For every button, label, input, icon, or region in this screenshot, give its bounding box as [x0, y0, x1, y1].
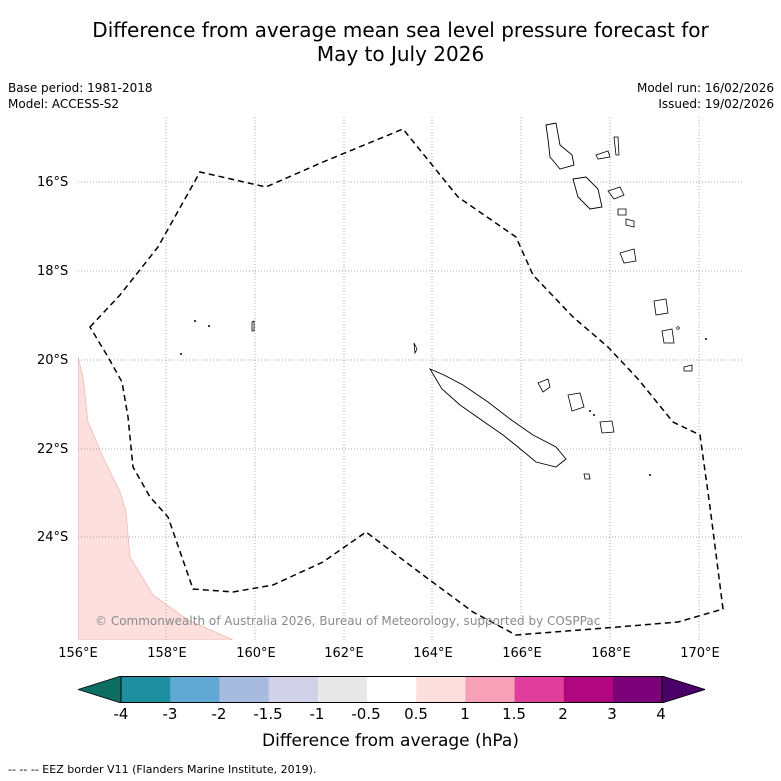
cbar-tick-1: -3 — [162, 705, 178, 723]
map-panel — [78, 117, 743, 640]
cbar-tick-0: -4 — [113, 705, 129, 723]
colorbar-segment-11 — [613, 676, 663, 703]
tanna-island — [661, 328, 675, 344]
chesterfield-islet-2 — [208, 325, 210, 327]
tiny-island-1 — [589, 410, 591, 412]
model-name: Model: ACCESS-S2 — [8, 97, 120, 111]
cbar-tick-11: 4 — [656, 705, 666, 723]
colorbar-label-text: Difference from average (hPa) — [262, 731, 519, 751]
copyright-notice: © Commonwealth of Australia 2026, Bureau… — [95, 614, 601, 628]
eez-footnote: -- -- -- EEZ border V11 (Flanders Marine… — [8, 763, 317, 776]
lon-label-170e: 170°E — [680, 646, 720, 661]
meta-left: Base period: 1981-2018 Model: ACCESS-S2 — [8, 80, 153, 112]
colorbar-extend-high — [661, 676, 705, 703]
erromango-island — [653, 298, 669, 316]
chart-title: Difference from average mean sea level p… — [20, 18, 781, 66]
lon-label-166e: 166°E — [502, 646, 542, 661]
colorbar-segment-6 — [367, 676, 417, 703]
colorbar-segment-3 — [219, 676, 270, 703]
mare-island — [599, 420, 615, 434]
lon-label-162e: 162°E — [324, 646, 364, 661]
cbar-tick-3: -1.5 — [253, 705, 283, 723]
colorbar-segment-8 — [465, 676, 516, 703]
colorbar — [78, 676, 705, 703]
issued-date: Issued: 19/02/2026 — [658, 97, 774, 111]
espiritu-santo — [545, 122, 575, 170]
cbar-tick-10: 3 — [607, 705, 617, 723]
colorbar-segment-9 — [514, 676, 565, 703]
title-line-1: Difference from average mean sea level p… — [92, 18, 709, 42]
meta-right: Model run: 16/02/2026 Issued: 19/02/2026 — [637, 80, 774, 112]
colorbar-segment-4 — [268, 676, 319, 703]
lon-label-164e: 164°E — [413, 646, 453, 661]
colorbar-segment-10 — [563, 676, 614, 703]
chesterfield-islet-1 — [194, 320, 196, 322]
positive-anomaly-region — [78, 356, 234, 640]
lon-label-156e: 156°E — [58, 646, 98, 661]
map-svg — [78, 117, 743, 640]
aneityum-island — [683, 364, 693, 372]
gridlines — [78, 117, 743, 640]
lat-label-24s: 24°S — [37, 530, 69, 545]
ambrym-pentecost — [607, 186, 625, 200]
lon-label-168e: 168°E — [591, 646, 631, 661]
walpole-island — [649, 474, 651, 476]
lon-label-158e: 158°E — [147, 646, 187, 661]
ambae-island — [595, 150, 611, 160]
base-period: Base period: 1981-2018 — [8, 81, 153, 95]
tiny-island-2 — [593, 414, 595, 416]
futuna-island — [676, 326, 680, 330]
chesterfield-islet-4 — [180, 353, 182, 355]
lon-label-160e: 160°E — [236, 646, 276, 661]
colorbar-segment-1 — [121, 676, 171, 703]
maewo-island — [613, 136, 620, 156]
ouvea-island — [537, 378, 551, 393]
colorbar-segment-5 — [317, 676, 368, 703]
cbar-tick-8: 1.5 — [502, 705, 526, 723]
malakula-island — [572, 176, 603, 210]
colorbar-segment-7 — [416, 676, 466, 703]
lat-label-16s: 16°S — [37, 175, 69, 190]
isle-of-pines — [583, 473, 591, 480]
matthew-island — [705, 338, 707, 340]
efate-island — [619, 248, 637, 264]
colorbar-segment-2 — [170, 676, 220, 703]
eez-border — [89, 128, 724, 636]
lat-label-22s: 22°S — [37, 442, 69, 457]
cbar-tick-9: 2 — [558, 705, 568, 723]
lifou-island — [567, 392, 585, 412]
chesterfield-islet-3 — [251, 320, 255, 332]
belep-islands — [413, 342, 418, 355]
lat-label-20s: 20°S — [37, 353, 69, 368]
shepherd-islands — [625, 218, 635, 228]
colorbar-extend-low — [78, 676, 122, 703]
lat-label-18s: 18°S — [37, 264, 69, 279]
model-run: Model run: 16/02/2026 — [636, 81, 774, 95]
title-line-2: May to July 2026 — [316, 42, 485, 66]
new-caledonia-coast — [428, 368, 567, 468]
cbar-tick-6: 0.5 — [404, 705, 428, 723]
epi-island — [617, 208, 627, 216]
cbar-tick-5: -0.5 — [351, 705, 381, 723]
colorbar-label: Difference from average (hPa) — [0, 731, 781, 751]
cbar-tick-4: -1 — [309, 705, 325, 723]
cbar-tick-2: -2 — [211, 705, 227, 723]
colorbar-frame — [120, 676, 663, 703]
cbar-tick-7: 1 — [460, 705, 470, 723]
